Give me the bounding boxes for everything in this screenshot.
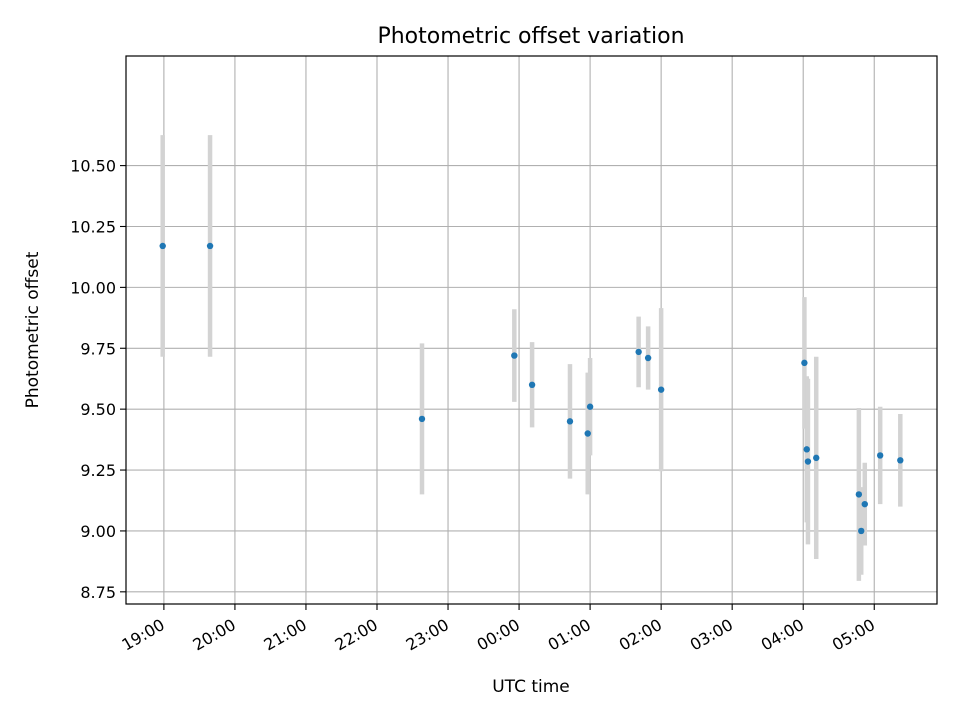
grid: [126, 56, 937, 604]
data-point: [644, 354, 652, 362]
x-tick-label: 22:00: [332, 615, 381, 655]
x-tick-label: 19:00: [118, 615, 167, 655]
x-axis-label: UTC time: [492, 677, 570, 697]
data-point: [206, 242, 214, 250]
y-tick-label: 10.00: [70, 278, 116, 297]
x-tick-label: 01:00: [545, 615, 594, 655]
x-tick-label: 23:00: [403, 615, 452, 655]
data-point: [897, 457, 904, 464]
x-tick-label: 03:00: [687, 615, 736, 655]
data-point: [511, 352, 518, 359]
error-bars: [160, 135, 903, 581]
y-tick-label: 9.00: [80, 522, 116, 541]
x-axis-ticks: 19:00 20:00 21:00 22:00 23:00 00:00 01:00 02:00…: [118, 604, 878, 655]
y-tick-label: 10.25: [70, 217, 116, 236]
data-point: [584, 430, 591, 437]
x-tick-label: 05:00: [829, 615, 878, 655]
data-point: [801, 359, 808, 367]
data-point: [566, 418, 574, 425]
chart-title: Photometric offset variation: [377, 24, 684, 49]
x-tick-label: 02:00: [616, 615, 665, 655]
plot-frame: [125, 55, 938, 605]
y-tick-label: 9.75: [80, 339, 116, 358]
y-axis-ticks: 8.75 9.00 9.25 9.50 9.75 10.00 10.25 10.50: [70, 157, 126, 602]
data-point: [876, 452, 884, 459]
data-point: [418, 415, 426, 423]
x-tick-label: 04:00: [758, 615, 807, 655]
data-point: [813, 454, 820, 462]
data-point: [528, 381, 536, 388]
data-point: [804, 458, 812, 465]
data-point: [635, 348, 642, 356]
x-tick-label: 20:00: [189, 615, 238, 655]
data-point: [861, 500, 868, 508]
data-point: [803, 446, 810, 453]
x-tick-label: 21:00: [261, 615, 310, 655]
data-point: [858, 527, 865, 535]
y-tick-label: 8.75: [80, 583, 116, 602]
data-point: [586, 403, 594, 410]
y-tick-label: 9.50: [80, 400, 116, 419]
data-point: [657, 386, 665, 393]
data-points: [159, 242, 904, 535]
data-point: [159, 242, 166, 250]
y-tick-label: 10.50: [70, 157, 116, 176]
x-tick-label: 00:00: [474, 615, 523, 655]
data-point: [855, 491, 863, 498]
y-tick-label: 9.25: [80, 461, 116, 480]
y-axis-label: Photometric offset: [23, 251, 43, 408]
